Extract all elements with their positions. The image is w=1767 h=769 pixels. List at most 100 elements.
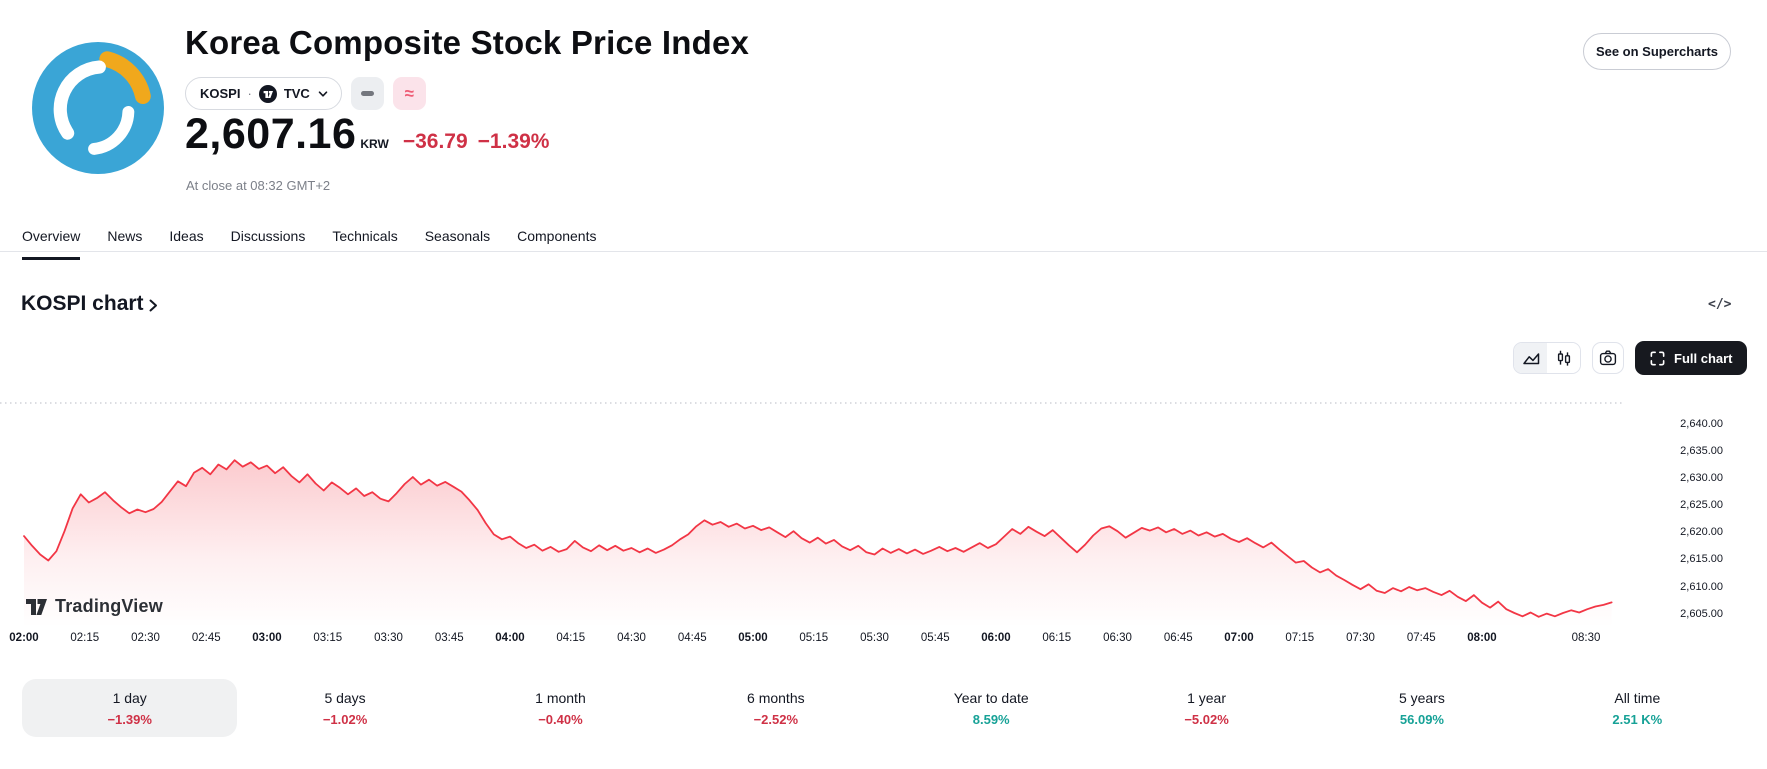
time-tick: 02:45: [191, 632, 221, 644]
period-change: 8.59%: [972, 711, 1010, 727]
market-closed-button[interactable]: [350, 77, 384, 110]
price-change-percent: −1.39%: [477, 130, 550, 153]
time-tick: 04:15: [556, 632, 586, 644]
period-label: All time: [1614, 689, 1661, 706]
price-change: −36.79: [402, 130, 468, 153]
fullscreen-icon: [1649, 350, 1666, 367]
price-chart[interactable]: [0, 398, 1767, 638]
tradingview-icon: [258, 84, 277, 103]
tradingview-watermark: TradingView: [25, 596, 163, 617]
time-tick: 06:30: [1103, 632, 1132, 644]
time-tick: 06:15: [1042, 632, 1072, 644]
period-1-month[interactable]: 1 month −0.40%: [453, 679, 668, 737]
period-year-to-date[interactable]: Year to date 8.59%: [884, 679, 1099, 737]
chevron-down-icon: [317, 88, 329, 100]
time-tick: 08:00: [1467, 632, 1497, 644]
code-embed-button[interactable]: </>: [1706, 295, 1733, 314]
chart-type-segmented: [1513, 342, 1581, 374]
time-tick: 07:15: [1285, 632, 1315, 644]
separator-dot: ·: [247, 86, 252, 101]
period-1-day[interactable]: 1 day −1.39%: [22, 679, 238, 737]
period-label: 1 year: [1187, 689, 1227, 706]
chart-section-title: KOSPI chart: [21, 292, 144, 315]
time-tick: 02:00: [9, 632, 39, 644]
period-change: −1.02%: [322, 711, 368, 727]
time-axis[interactable]: 02:00 02:15 02:30 02:45 03:00 03:15 03:30 03:45…: [0, 632, 1767, 650]
time-tick: 03:45: [434, 632, 464, 644]
time-tick: 02:30: [131, 632, 160, 644]
market-close-note: At close at 08:32 GMT+2: [186, 178, 331, 193]
time-tick: 04:00: [495, 632, 525, 644]
tabbar-divider: [0, 251, 1767, 252]
time-tick: 02:15: [70, 632, 100, 644]
time-tick: 04:30: [617, 632, 646, 644]
period-all-time[interactable]: All time 2.51 K%: [1530, 679, 1745, 737]
time-tick: 07:45: [1406, 632, 1436, 644]
symbol-pill-row: KOSPI · TVC ≈: [185, 77, 426, 110]
period-6-months[interactable]: 6 months −2.52%: [668, 679, 883, 737]
period-label: 5 days: [324, 689, 366, 706]
see-on-supercharts-button[interactable]: See on Supercharts: [1583, 33, 1731, 70]
full-chart-label: Full chart: [1674, 350, 1733, 366]
exchange-label: TVC: [283, 86, 310, 101]
time-tick: 06:45: [1163, 632, 1193, 644]
period-change: −1.39%: [107, 711, 152, 727]
time-tick: 06:00: [981, 632, 1011, 644]
period-1-year[interactable]: 1 year −5.02%: [1099, 679, 1314, 737]
delayed-data-button[interactable]: ≈: [392, 77, 426, 110]
tab-discussions[interactable]: Discussions: [231, 222, 306, 260]
period-label: 1 day: [112, 689, 147, 706]
chevron-right-icon: [148, 298, 159, 313]
area-fill: [24, 460, 1612, 636]
currency-label: KRW: [360, 137, 389, 151]
minus-icon: [360, 91, 374, 96]
tab-overview[interactable]: Overview: [22, 222, 81, 260]
page-title: Korea Composite Stock Price Index: [185, 24, 750, 61]
price-line: [23, 459, 1613, 618]
candles-chart-button[interactable]: [1547, 343, 1580, 373]
period-selector: 1 day −1.39% 5 days −1.02% 1 month −0.40…: [22, 679, 1745, 737]
period-label: 6 months: [747, 689, 805, 706]
tradingview-logo-icon: [26, 598, 47, 615]
time-tick: 08:30: [1571, 632, 1601, 644]
camera-icon: [1598, 348, 1618, 368]
tab-technicals[interactable]: Technicals: [332, 222, 397, 260]
time-tick: 05:00: [738, 632, 768, 644]
time-tick: 03:00: [252, 632, 282, 644]
time-tick: 05:15: [799, 632, 829, 644]
time-tick: 03:30: [374, 632, 403, 644]
time-tick: 05:30: [860, 632, 889, 644]
time-tick: 07:30: [1346, 632, 1375, 644]
chart-toolbar: Full chart: [1513, 341, 1747, 375]
full-chart-button[interactable]: Full chart: [1635, 341, 1747, 375]
approx-icon: ≈: [404, 84, 414, 103]
symbol-switcher[interactable]: KOSPI · TVC: [185, 77, 342, 110]
area-chart-button[interactable]: [1514, 343, 1547, 373]
area-chart-icon: [1521, 349, 1541, 367]
tab-seasonals[interactable]: Seasonals: [425, 222, 490, 260]
time-tick: 05:45: [920, 632, 950, 644]
snapshot-button[interactable]: [1592, 342, 1624, 374]
period-5-days[interactable]: 5 days −1.02%: [237, 679, 452, 737]
period-label: 1 month: [535, 689, 586, 706]
last-price: 2,607.16: [185, 110, 357, 158]
tab-components[interactable]: Components: [517, 222, 596, 260]
time-tick: 04:45: [677, 632, 707, 644]
period-label: Year to date: [953, 689, 1029, 706]
period-5-years[interactable]: 5 years 56.09%: [1314, 679, 1529, 737]
period-change: 2.51 K%: [1612, 711, 1663, 727]
period-change: 56.09%: [1399, 711, 1444, 727]
period-label: 5 years: [1398, 689, 1445, 706]
tab-news[interactable]: News: [107, 222, 142, 260]
period-change: −5.02%: [1184, 711, 1229, 727]
symbol-label: KOSPI: [200, 86, 241, 101]
time-tick: 07:00: [1224, 632, 1254, 644]
section-tabs: Overview News Ideas Discussions Technica…: [22, 222, 596, 260]
chart-section-link[interactable]: KOSPI chart: [21, 292, 159, 316]
period-change: −2.52%: [753, 711, 799, 727]
candles-icon: [1555, 349, 1573, 367]
tab-ideas[interactable]: Ideas: [169, 222, 203, 260]
watermark-label: TradingView: [55, 596, 163, 616]
price-row: 2,607.16 KRW −36.79 −1.39%: [185, 110, 549, 159]
